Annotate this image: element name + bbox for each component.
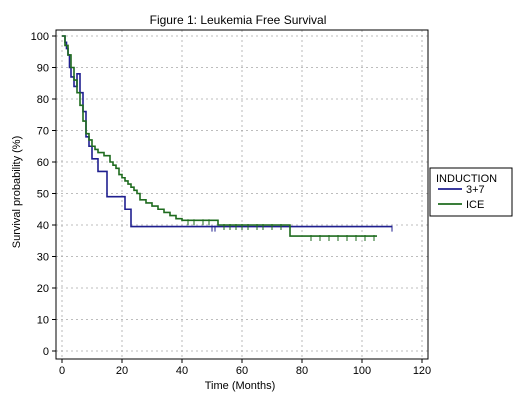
- legend-label: 3+7: [466, 184, 485, 196]
- y-tick-label: 20: [37, 283, 49, 295]
- y-tick-label: 100: [31, 31, 49, 43]
- y-tick-label: 30: [37, 252, 49, 264]
- y-tick-label: 90: [37, 63, 49, 75]
- legend-label: ICE: [466, 199, 484, 211]
- x-tick-label: 120: [413, 365, 431, 377]
- x-axis-label: Time (Months): [205, 380, 276, 392]
- y-tick-label: 70: [37, 126, 49, 138]
- series-line-ice: [62, 35, 377, 237]
- y-tick-label: 40: [37, 220, 49, 232]
- legend: INDUCTION 3+7 ICE: [429, 167, 513, 217]
- y-tick-label: 80: [37, 94, 49, 106]
- chart-title: Figure 1: Leukemia Free Survival: [150, 13, 327, 27]
- x-tick-label: 20: [116, 365, 128, 377]
- legend-box: [429, 167, 513, 217]
- y-tick-label: 50: [37, 189, 49, 201]
- x-tick-label: 80: [296, 365, 308, 377]
- plot-frame: [55, 29, 429, 360]
- series-line-3-7: [62, 35, 392, 228]
- series-layer: [62, 35, 393, 242]
- y-tick-label: 10: [37, 315, 49, 327]
- y-tick-label: 60: [37, 157, 49, 169]
- x-tick-label: 0: [59, 365, 65, 377]
- legend-title: INDUCTION: [436, 173, 497, 185]
- legend-entries: 3+7 ICE: [438, 184, 485, 211]
- y-axis-label: Survival probability (%): [11, 136, 23, 248]
- x-axis: 0 20 40 60 80 100 120: [59, 359, 431, 377]
- x-tick-label: 40: [176, 365, 188, 377]
- x-tick-label: 60: [236, 365, 248, 377]
- y-tick-label: 0: [43, 346, 49, 358]
- y-axis: 0 10 20 30 40 50 60 70 80 90 100: [31, 31, 56, 358]
- x-tick-label: 100: [353, 365, 371, 377]
- grid: [56, 30, 428, 359]
